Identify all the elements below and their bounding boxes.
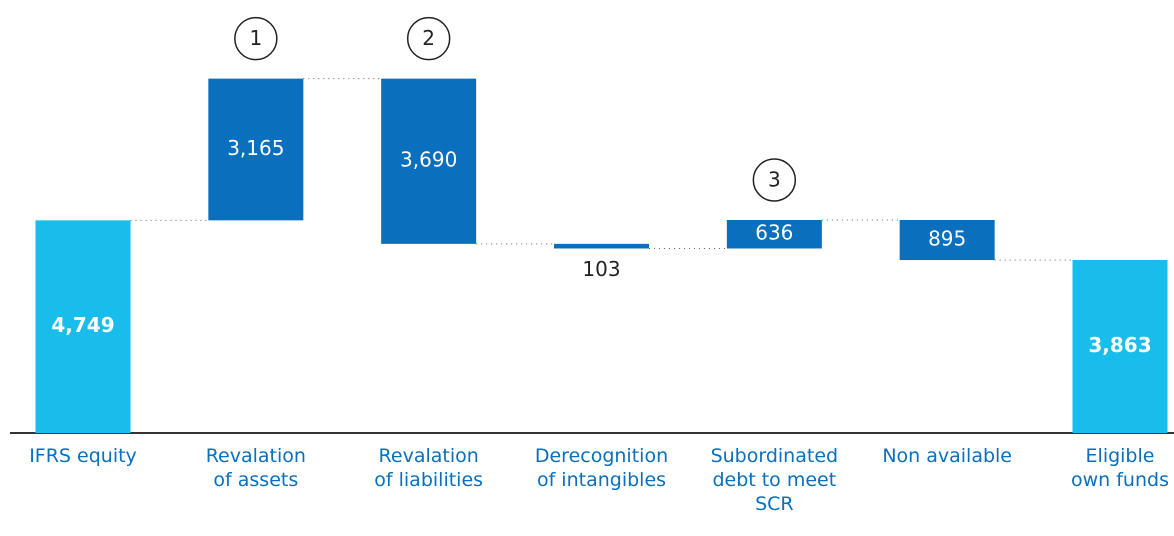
annotation-label: 1 <box>249 26 262 50</box>
x-tick-label: Non available <box>882 445 1012 467</box>
annotation-label: 2 <box>422 26 435 50</box>
bar <box>899 219 995 261</box>
value-label: 3,863 <box>1088 333 1151 357</box>
bar <box>381 78 477 244</box>
x-tick-label: Subordinated debt to meet SCR <box>710 445 839 515</box>
value-label: 895 <box>928 227 966 251</box>
annotation-circle <box>406 16 451 61</box>
annotation-circle <box>234 16 278 61</box>
annotation-label: 3 <box>768 167 781 191</box>
bar <box>726 219 822 249</box>
value-label: 103 <box>582 257 620 281</box>
x-tick-label: Revalation of liabilities <box>374 445 484 491</box>
bar <box>554 243 649 249</box>
bar <box>35 220 131 433</box>
annotation-circle <box>752 158 797 202</box>
x-tick-label: Revalation of assets <box>205 445 306 491</box>
value-label: 4,749 <box>51 313 114 337</box>
value-label: 3,690 <box>400 148 457 172</box>
bar <box>208 78 304 221</box>
x-tick-label: IFRS equity <box>29 445 137 467</box>
x-tick-label: Eligible own funds <box>1071 445 1169 491</box>
bar <box>1072 260 1168 433</box>
value-label: 3,165 <box>227 136 284 160</box>
value-label: 636 <box>755 221 793 245</box>
x-tick-label: Derecognition of intangibles <box>534 445 669 491</box>
